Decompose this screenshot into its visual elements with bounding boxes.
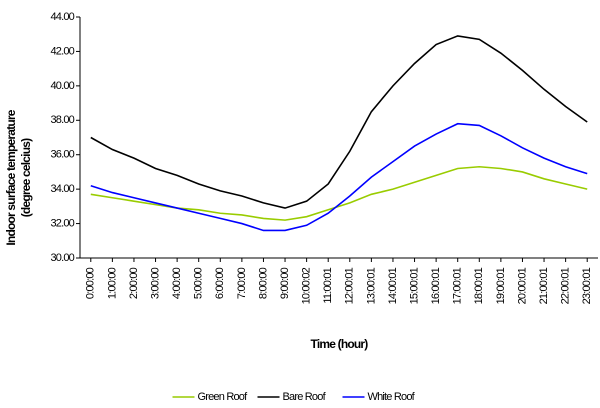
x-tick-label: 6:00:00: [214, 267, 226, 299]
legend-label: Bare Roof: [283, 391, 327, 403]
x-tick-label: 2:00:00: [128, 267, 140, 299]
y-tick-label: 40.00: [50, 80, 74, 92]
x-tick-label: 9:00:00: [279, 267, 291, 299]
y-tick-label: 34.00: [50, 183, 74, 195]
y-tick-label: 36.00: [50, 149, 74, 161]
x-tick-label: 3:00:00: [149, 267, 161, 299]
x-tick-label: 12:00:01: [344, 267, 356, 304]
x-tick-label: 7:00:00: [236, 267, 248, 299]
x-tick-label: 18:00:01: [473, 267, 485, 304]
x-tick-label: 4:00:00: [171, 267, 183, 299]
series-line: [90, 122, 588, 232]
x-tick-label: 5:00:00: [193, 267, 205, 299]
x-tick-label: 17:00:01: [452, 267, 464, 304]
series-line: [90, 165, 588, 221]
x-tick-label: 13:00:01: [365, 267, 377, 304]
y-tick-label: 44.00: [50, 11, 74, 23]
x-tick-label: 14:00:01: [387, 267, 399, 304]
x-tick-label: 22:00:01: [560, 267, 572, 304]
x-axis-title: Time (hour): [311, 337, 369, 351]
x-tick-label: 16:00:01: [430, 267, 442, 304]
x-tick-label: 10:00:02: [301, 267, 313, 304]
x-tick-label: 15:00:01: [408, 267, 420, 304]
x-tick-label: 23:00:01: [581, 267, 593, 304]
legend-label: White Roof: [368, 391, 416, 403]
y-axis-title: Indoor surface temperature: [4, 109, 18, 245]
x-tick-label: 8:00:00: [257, 267, 269, 299]
x-tick-label: 21:00:01: [538, 267, 550, 304]
y-tick-label: 30.00: [50, 252, 74, 264]
x-tick-label: 0:00:00: [85, 267, 97, 299]
y-tick-label: 38.00: [50, 114, 74, 126]
y-tick-label: 42.00: [50, 45, 74, 57]
series-line: [90, 35, 588, 209]
x-tick-label: 11:00:01: [322, 267, 334, 303]
x-tick-label: 1:00:00: [106, 267, 118, 299]
legend-label: Green Roof: [198, 391, 249, 403]
y-tick-label: 32.00: [50, 217, 74, 229]
y-axis-title: (degree celcius): [19, 138, 33, 217]
x-tick-label: 19:00:01: [495, 267, 507, 304]
x-tick-label: 20:00:01: [516, 267, 528, 304]
